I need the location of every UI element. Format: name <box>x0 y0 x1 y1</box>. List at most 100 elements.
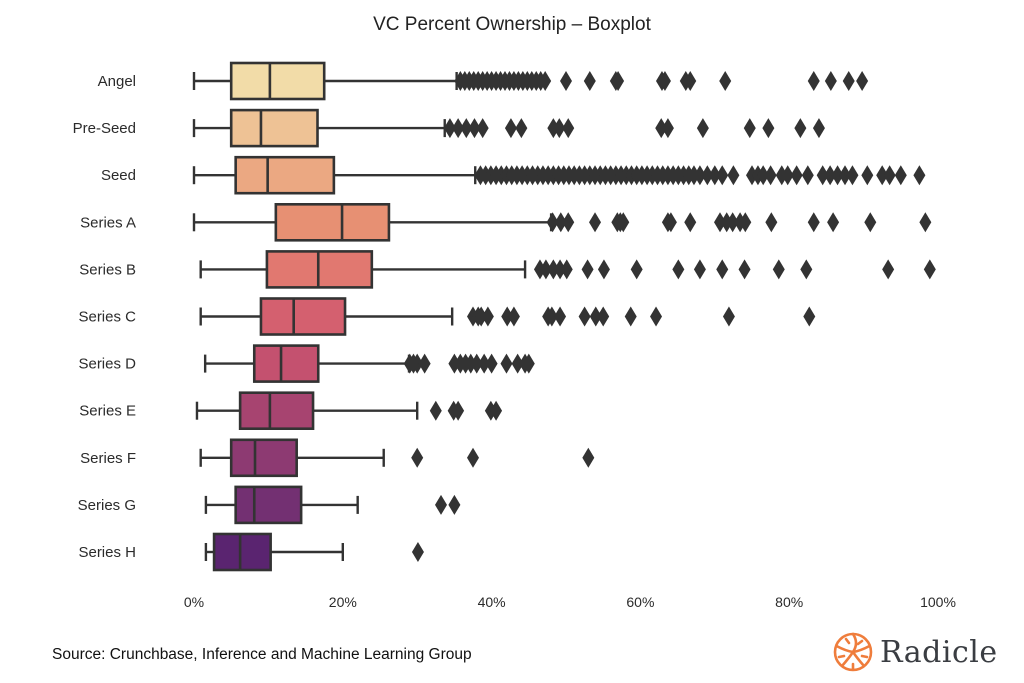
outlier-point <box>803 306 816 327</box>
outlier-point <box>504 118 517 139</box>
outlier-point <box>578 306 591 327</box>
outlier-point <box>539 259 552 280</box>
outlier-point <box>812 118 825 139</box>
outlier-point <box>589 212 602 233</box>
box-series-h <box>204 532 424 572</box>
outlier-point <box>831 165 844 186</box>
iqr-box <box>229 438 298 478</box>
outlier-point <box>672 259 685 280</box>
box-series-a <box>192 203 932 242</box>
outlier-point <box>883 165 896 186</box>
outlier-point <box>470 353 483 374</box>
outlier-point <box>781 165 794 186</box>
iqr-box <box>238 391 315 431</box>
outlier-point <box>581 259 594 280</box>
outlier-point <box>719 71 732 91</box>
outlier-point <box>411 447 424 468</box>
outlier-point <box>696 118 709 139</box>
outlier-point <box>476 118 489 139</box>
outlier-point <box>664 212 677 233</box>
outlier-point <box>597 259 610 280</box>
outlier-point <box>624 306 637 327</box>
outlier-point <box>501 306 514 327</box>
outlier-point <box>708 165 721 186</box>
outlier-point <box>411 353 424 374</box>
outlier-point <box>764 165 777 186</box>
x-tick-label: 100% <box>920 594 956 610</box>
box-angel <box>192 61 869 101</box>
outlier-point <box>478 353 491 374</box>
boxes-group <box>192 61 936 572</box>
outlier-point <box>655 118 668 139</box>
outlier-point <box>757 165 770 186</box>
y-tick-label: Angel <box>98 73 136 90</box>
box-series-d <box>203 344 535 383</box>
iqr-box <box>229 108 319 148</box>
outlier-point <box>650 306 663 327</box>
outlier-point <box>435 494 448 515</box>
x-tick-label: 0% <box>184 594 204 610</box>
outlier-point <box>589 306 602 327</box>
outlier-point <box>765 212 778 233</box>
outlier-point <box>467 447 479 468</box>
outlier-point <box>452 400 465 421</box>
x-tick-label: 80% <box>775 594 803 610</box>
outlier-point <box>794 118 807 139</box>
x-axis-ticks: 0% 20% 40% 60% 80% 100% <box>184 594 956 610</box>
outlier-point <box>560 259 573 280</box>
outlier-point <box>824 165 837 186</box>
box-series-e <box>195 391 503 431</box>
outlier-point <box>861 165 874 186</box>
outlier-point <box>597 306 610 327</box>
outlier-point <box>560 71 572 91</box>
y-tick-label: Series D <box>78 356 136 373</box>
outlier-point <box>701 165 714 186</box>
outlier-point <box>418 353 431 374</box>
outlier-point <box>827 212 840 233</box>
box-series-g <box>204 485 461 525</box>
outlier-point <box>452 118 465 139</box>
outlier-point <box>807 212 820 233</box>
outlier-point <box>582 447 595 468</box>
outlier-point <box>500 353 513 374</box>
outlier-point <box>693 165 706 186</box>
chart-title: VC Percent Ownership – Boxplot <box>373 14 651 35</box>
radicle-logo-icon <box>833 632 873 672</box>
outlier-point <box>490 400 503 421</box>
iqr-box <box>252 344 320 383</box>
iqr-box <box>234 155 336 195</box>
y-tick-label: Series B <box>79 261 136 278</box>
y-tick-label: Series H <box>78 544 136 561</box>
outlier-point <box>448 494 461 515</box>
outlier-point <box>923 259 936 280</box>
outlier-point <box>443 118 456 139</box>
outlier-point <box>539 71 552 91</box>
outlier-point <box>726 212 739 233</box>
outlier-point <box>919 212 932 233</box>
logo-wordmark: Radicle <box>880 634 998 670</box>
iqr-box <box>212 532 272 572</box>
outlier-point <box>612 71 625 91</box>
iqr-box <box>234 485 303 525</box>
box-series-c <box>199 297 816 336</box>
outlier-point <box>475 306 488 327</box>
outlier-point <box>772 259 785 280</box>
source-note: Source: Crunchbase, Inference and Machin… <box>52 646 472 663</box>
outlier-point <box>554 306 567 327</box>
outlier-point <box>790 165 803 186</box>
outlier-point <box>801 165 814 186</box>
outlier-point <box>913 165 926 186</box>
outlier-point <box>546 212 559 233</box>
outlier-point <box>617 212 630 233</box>
outlier-point <box>553 118 566 139</box>
outlier-point <box>876 165 889 186</box>
outlier-point <box>583 71 596 91</box>
outlier-point <box>511 353 524 374</box>
outlier-point <box>693 259 706 280</box>
outlier-point <box>856 71 869 91</box>
x-tick-label: 20% <box>329 594 357 610</box>
outlier-point <box>839 165 851 186</box>
outlier-point <box>554 259 567 280</box>
outlier-point <box>842 71 855 91</box>
